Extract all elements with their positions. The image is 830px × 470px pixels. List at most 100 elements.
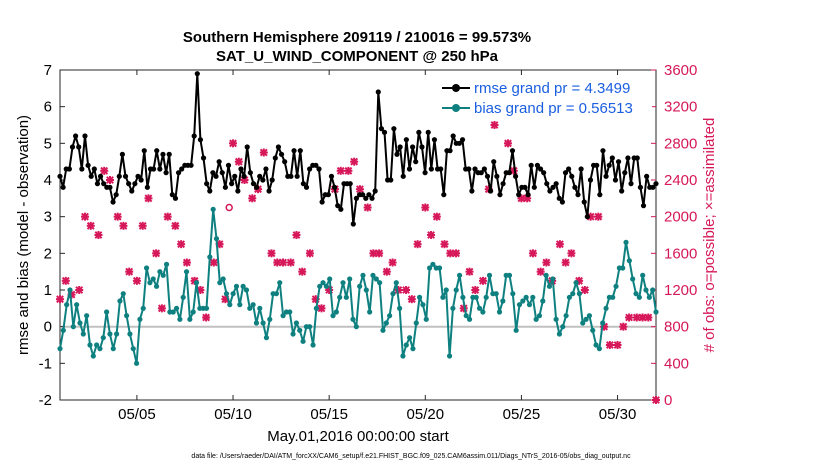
rmse-series-point [66, 166, 72, 172]
obs-assimilated-point [421, 203, 430, 212]
rmse-series-point [622, 170, 628, 176]
bias-series-point [160, 272, 166, 278]
bias-series-point [553, 316, 559, 322]
bias-series-point [496, 309, 503, 315]
rmse-series-point [388, 177, 394, 183]
rmse-series-point [291, 148, 297, 154]
bias-series-point [333, 309, 339, 315]
bias-series-point [526, 302, 533, 308]
rmse-series-point [438, 166, 444, 172]
rmse-series-point [169, 192, 175, 198]
bias-series-point [596, 346, 602, 352]
rmse-series-point [307, 166, 313, 172]
rmse-series-point [609, 155, 615, 161]
bias-series-point [603, 305, 609, 311]
rmse-series-point [122, 173, 129, 179]
y-tick-label: -2 [39, 392, 52, 409]
bias-series-point [540, 298, 546, 304]
rmse-series-point [391, 126, 397, 132]
y-axis-label: rmse and bias (model - observation) [15, 115, 32, 355]
rmse-series-point [550, 184, 556, 190]
bias-series-point [343, 294, 349, 300]
y-tick-label: 0 [44, 319, 52, 336]
obs-assimilated-point [229, 139, 238, 148]
bias-series-point [377, 280, 383, 286]
obs-assimilated-point [427, 231, 436, 239]
rmse-series-point [372, 188, 378, 194]
bias-series-point [120, 291, 126, 297]
rmse-series-point [375, 89, 381, 95]
bias-series-point [180, 294, 186, 300]
bias-series-point [223, 291, 230, 297]
bias-series-point [403, 342, 409, 348]
obs-assimilated-point [75, 286, 84, 294]
rmse-series-point [166, 151, 172, 157]
rmse-series-point [126, 181, 132, 187]
rmse-series-point [97, 173, 104, 179]
obs-assimilated-point [465, 267, 474, 276]
bias-series-point [273, 291, 280, 297]
bias-series-point [313, 305, 319, 311]
rmse-series-point [625, 155, 631, 161]
obs-assimilated-point [478, 276, 487, 285]
bias-series-point [513, 327, 519, 333]
bias-series-point [393, 280, 399, 286]
bias-series-point [636, 294, 642, 300]
rmse-series-point [338, 206, 344, 212]
bias-series-point [483, 294, 489, 300]
bias-series-point [153, 283, 160, 289]
y-right-tick-label: 2800 [664, 135, 697, 152]
obs-assimilated-point [490, 121, 499, 129]
rmse-series-point [257, 173, 263, 179]
obs-assimilated-point [413, 240, 422, 249]
rmse-series-point [603, 173, 609, 179]
rmse-series-point [575, 192, 581, 198]
rmse-series-point [179, 166, 185, 172]
bias-series-point [267, 316, 273, 322]
bias-series-point [330, 313, 336, 319]
obs-assimilated-point [113, 212, 122, 221]
bias-series-point [397, 305, 403, 311]
bias-series-point [157, 269, 163, 275]
rmse-series-point [547, 188, 553, 194]
rmse-series-point [572, 184, 578, 190]
bias-series-point [147, 280, 153, 286]
rmse-series-point [347, 181, 353, 187]
bias-series-point [187, 316, 193, 322]
rmse-series-point [138, 177, 144, 183]
y-right-tick-label: 2000 [664, 209, 697, 226]
chart-title: Southern Hemisphere 209119 / 210016 = 99… [183, 29, 531, 46]
bias-series-point [473, 294, 479, 300]
rmse-series-point [69, 144, 76, 150]
obs-assimilated-point [157, 304, 166, 313]
rmse-series-point [225, 162, 232, 168]
y-tick-label: 6 [44, 99, 52, 116]
rmse-series-point [319, 199, 325, 205]
bias-series-point [407, 335, 413, 341]
bias-series-point [387, 313, 393, 319]
rmse-series-point [331, 184, 338, 190]
obs-assimilated-point [555, 240, 564, 249]
obs-assimilated-point [605, 341, 614, 349]
x-axis: 05/05 05/10 05/15 05/20 05/25 05/30 [118, 70, 636, 423]
bias-series-point [293, 320, 300, 326]
rmse-series-point [410, 144, 416, 150]
obs-assimilated-point [298, 267, 307, 276]
rmse-series-point [160, 151, 166, 157]
y-right-tick-label: 400 [664, 355, 689, 372]
obs-assimilated-point [132, 276, 141, 285]
rmse-series-point [491, 159, 497, 165]
rmse-series-point [597, 192, 603, 198]
bias-series-point [373, 276, 379, 282]
obs-assimilated-point [503, 139, 512, 148]
rmse-series-point [381, 129, 388, 135]
obs-assimilated-point [402, 286, 411, 294]
bias-series-point [523, 294, 529, 300]
rmse-series-point [397, 144, 403, 150]
rmse-series-point [419, 144, 425, 150]
rmse-series-point [553, 181, 559, 187]
rmse-series-point [250, 181, 257, 187]
obs-assimilated-point [382, 267, 391, 276]
bias-series-point [650, 287, 656, 293]
rmse-series-point [637, 184, 643, 190]
